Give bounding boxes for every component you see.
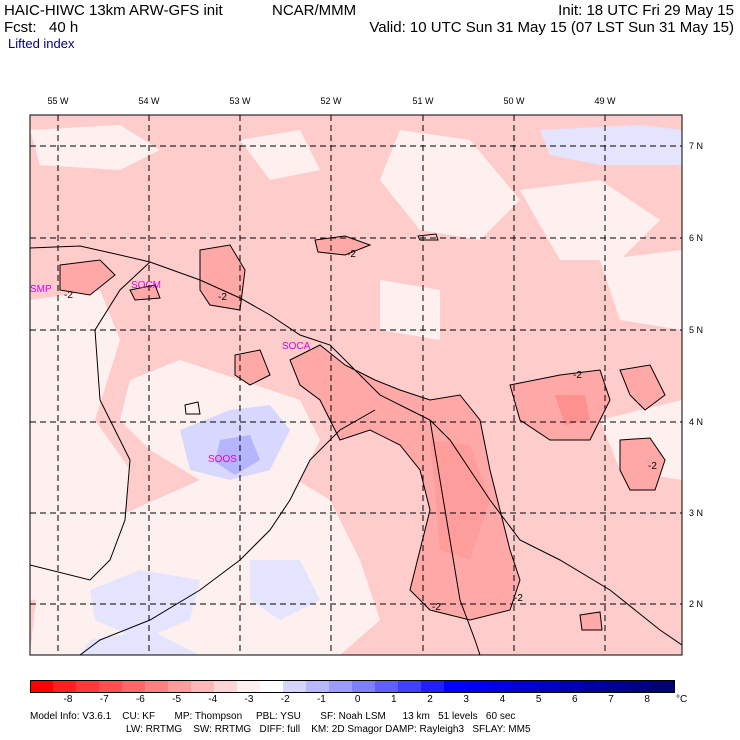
colorbar-swatch xyxy=(168,680,191,693)
colorbar-swatch xyxy=(99,680,122,693)
contour-label: -2 xyxy=(347,249,356,260)
contour-label: -2 xyxy=(573,370,582,381)
colorbar-tick-label: -8 xyxy=(63,694,73,705)
colorbar-tick-label: -6 xyxy=(135,694,145,705)
colorbar-tick-label: 5 xyxy=(535,694,542,705)
colorbar-swatch xyxy=(237,680,260,693)
colorbar-swatch xyxy=(76,680,99,693)
colorbar-tick-label: 2 xyxy=(427,694,433,705)
map-fill xyxy=(30,115,682,655)
colorbar-swatch xyxy=(444,680,467,693)
lat-label: 4 N xyxy=(689,417,704,427)
colorbar-swatch xyxy=(375,680,398,693)
contour-label: -2 xyxy=(64,290,73,301)
lat-label: 5 N xyxy=(689,325,704,335)
colorbar xyxy=(30,680,674,693)
colorbar-swatch xyxy=(421,680,444,693)
org-label: NCAR/MMM xyxy=(272,2,357,19)
colorbar-swatch xyxy=(651,680,674,693)
model-info-line1: Model Info: V3.6.1 CU: KF MP: Thompson P… xyxy=(30,711,516,722)
lat-label: 2 N xyxy=(689,599,704,609)
colorbar-swatch xyxy=(605,680,628,693)
colorbar-swatch xyxy=(536,680,559,693)
graticule xyxy=(30,115,682,655)
colorbar-swatch xyxy=(513,680,536,693)
contour-label: -2 xyxy=(514,593,523,604)
lon-label: 52 W xyxy=(320,96,342,106)
colorbar-swatch xyxy=(628,680,651,693)
station-smp: SMP xyxy=(30,284,52,295)
valid-time: Valid: 10 UTC Sun 31 May 15 (07 LST Sun … xyxy=(369,19,734,36)
station-socm: SOCM xyxy=(131,280,161,291)
colorbar-tick-label: 6 xyxy=(572,694,578,705)
colorbar-swatch xyxy=(467,680,490,693)
lat-label: 3 N xyxy=(689,508,704,518)
colorbar-tick-label: 3 xyxy=(463,694,469,705)
lon-label: 54 W xyxy=(138,96,160,106)
contour-label: -2 xyxy=(218,292,227,303)
lon-label: 51 W xyxy=(412,96,434,106)
colorbar-swatch xyxy=(582,680,605,693)
colorbar-swatch xyxy=(490,680,513,693)
init-time: Init: 18 UTC Fri 29 May 15 xyxy=(558,2,734,19)
lat-label: 7 N xyxy=(689,141,704,151)
colorbar-swatch xyxy=(306,680,329,693)
colorbar-swatch xyxy=(559,680,582,693)
colorbar-swatch xyxy=(283,680,306,693)
model-info-line2: LW: RRTMG SW: RRTMG DIFF: full KM: 2D Sm… xyxy=(126,724,531,735)
colorbar-swatch xyxy=(30,680,53,693)
station-soos: SOOS xyxy=(208,454,237,465)
colorbar-tick-label: 1 xyxy=(391,694,397,705)
lon-label: 49 W xyxy=(594,96,616,106)
forecast-hour: Fcst: 40 h xyxy=(4,19,79,36)
colorbar-tick-label: -5 xyxy=(172,694,182,705)
colorbar-swatch xyxy=(329,680,352,693)
colorbar-tick-label: -2 xyxy=(280,694,290,705)
colorbar-swatch xyxy=(352,680,375,693)
colorbar-tick-label: 8 xyxy=(644,694,650,705)
lon-label: 50 W xyxy=(503,96,525,106)
lon-label: 53 W xyxy=(229,96,251,106)
colorbar-tick-label: -7 xyxy=(99,694,109,705)
contour-label: -2 xyxy=(432,602,441,613)
colorbar-swatch xyxy=(214,680,237,693)
colorbar-tick-label: 4 xyxy=(499,694,506,705)
colorbar-swatch xyxy=(398,680,421,693)
colorbar-tick-label: 7 xyxy=(608,694,614,705)
colorbar-swatch xyxy=(260,680,283,693)
colorbar-swatch xyxy=(191,680,214,693)
contour-label: -2 xyxy=(648,461,657,472)
model-title: HAIC-HIWC 13km ARW-GFS init xyxy=(4,2,223,19)
lat-label: 6 N xyxy=(689,233,704,243)
colorbar-tick-label: -4 xyxy=(208,694,218,705)
colorbar-tick-label: -3 xyxy=(244,694,254,705)
colorbar-tick-label: -1 xyxy=(316,694,326,705)
field-name: Lifted index xyxy=(8,36,75,51)
station-soca: SOCA xyxy=(282,341,311,352)
colorbar-tick-label: 0 xyxy=(354,694,361,705)
colorbar-swatch xyxy=(53,680,76,693)
colorbar-swatch xyxy=(122,680,145,693)
colorbar-swatch xyxy=(145,680,168,693)
coastline xyxy=(30,245,682,655)
contour-lines xyxy=(59,233,666,631)
colorbar-unit: °C xyxy=(676,694,688,705)
map-frame xyxy=(29,114,683,656)
lon-label: 55 W xyxy=(47,96,69,106)
